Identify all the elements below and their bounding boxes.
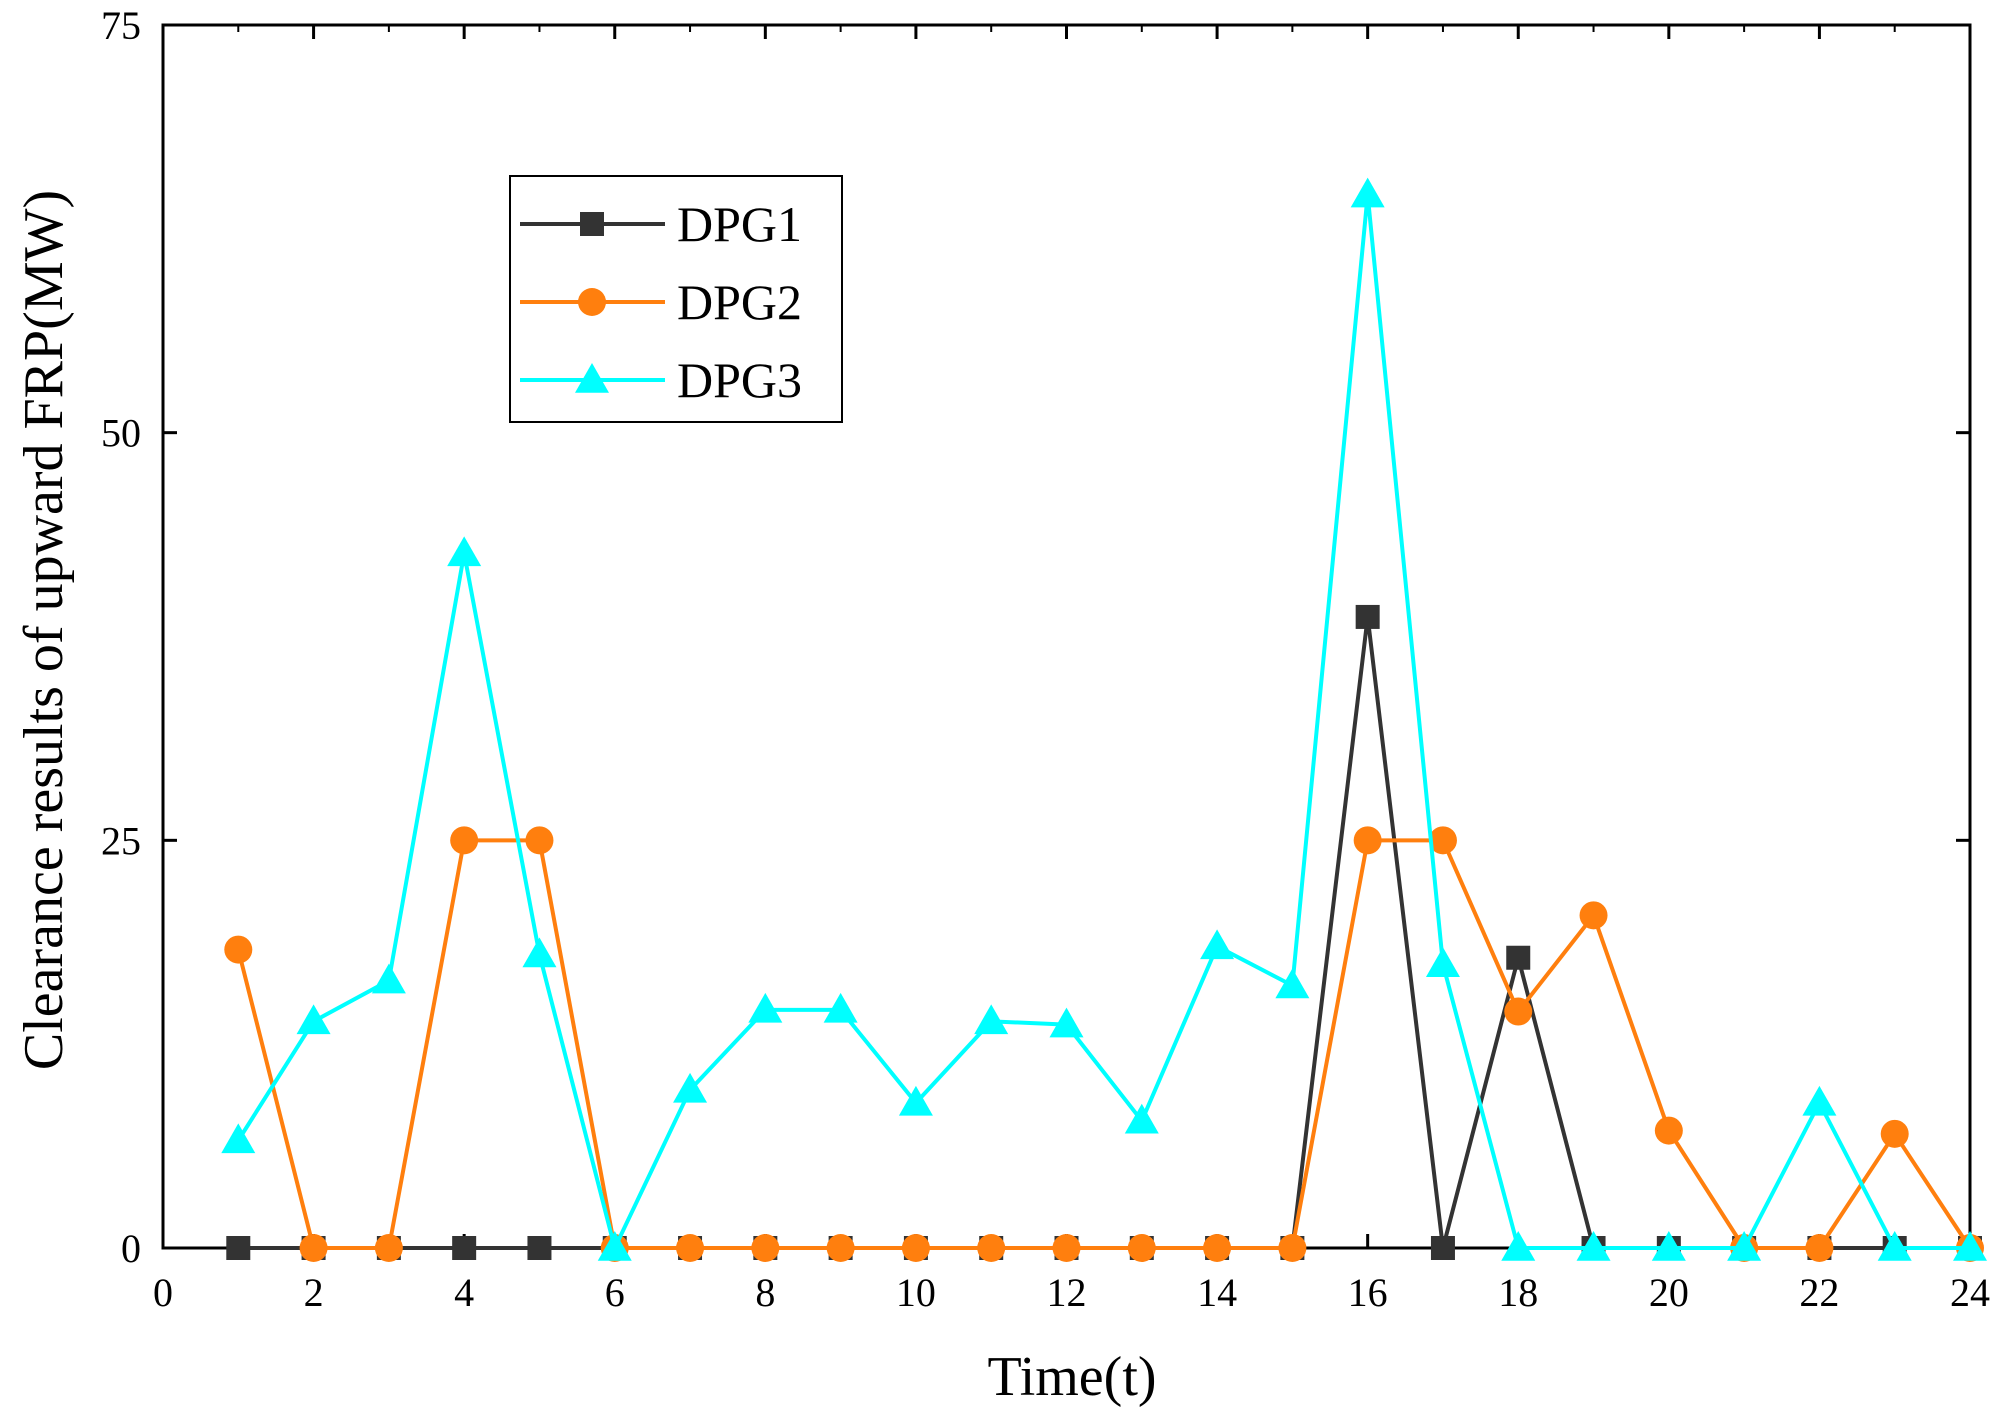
data-point-dpg3 (522, 937, 557, 968)
data-point-dpg3 (1576, 1231, 1611, 1261)
data-point-dpg3 (1275, 968, 1310, 999)
data-point-dpg3 (1802, 1085, 1837, 1116)
data-point-dpg2 (1127, 1234, 1156, 1262)
x-tick-label: 8 (755, 1270, 775, 1315)
data-point-dpg3 (221, 1123, 256, 1154)
y-axis-title: Clearance results of upward FRP(MW) (13, 190, 75, 1070)
data-point-dpg3 (898, 1085, 933, 1116)
legend-item-dpg1: DPG1 (520, 196, 802, 252)
legend: DPG1 DPG2 DPG3 (509, 175, 843, 423)
data-point-dpg3 (1877, 1231, 1912, 1261)
data-point-dpg2 (1579, 901, 1608, 930)
y-tick-label: 50 (101, 411, 141, 456)
data-point-dpg3 (748, 992, 783, 1023)
data-point-dpg3 (1953, 1231, 1987, 1261)
legend-marker (578, 288, 606, 316)
y-tick-label: 0 (121, 1226, 141, 1271)
legend-item-dpg2: DPG2 (520, 274, 802, 330)
data-point-dpg2 (450, 826, 479, 855)
data-point-dpg3 (1727, 1231, 1762, 1261)
series-dpg3 (221, 177, 1987, 1261)
data-point-dpg1 (1430, 1236, 1455, 1260)
x-axis-title: Time(t) (987, 1346, 1156, 1408)
data-point-dpg2 (224, 935, 253, 964)
series-dpg1 (226, 604, 1982, 1260)
data-point-dpg2 (374, 1234, 403, 1262)
data-point-dpg3 (371, 963, 406, 994)
series-line-dpg1 (238, 614, 1970, 1250)
plot-frame (161, 23, 1972, 1250)
series-line-dpg3 (236, 192, 1970, 1250)
plot-area (221, 177, 1987, 1262)
x-tick-label: 0 (153, 1270, 173, 1315)
data-point-dpg3 (1124, 1103, 1159, 1134)
x-tick-label: 22 (1799, 1270, 1839, 1315)
x-tick-label: 18 (1498, 1270, 1538, 1315)
data-point-dpg1 (1506, 945, 1531, 970)
legend-label: DPG2 (677, 274, 802, 330)
data-point-dpg2 (299, 1234, 328, 1262)
data-point-dpg2 (1504, 997, 1533, 1026)
data-point-dpg3 (673, 1072, 708, 1103)
data-point-dpg3 (597, 1231, 632, 1261)
data-point-dpg3 (823, 992, 858, 1023)
data-point-dpg2 (1203, 1234, 1232, 1262)
data-point-dpg2 (901, 1234, 930, 1262)
data-point-dpg2 (1353, 826, 1382, 855)
data-point-dpg2 (977, 1234, 1006, 1262)
axis-labels: Time(t) Clearance results of upward FRP(… (13, 190, 1157, 1408)
data-point-dpg2 (826, 1234, 855, 1262)
x-tick-label: 4 (454, 1270, 474, 1315)
series-line-dpg2 (236, 838, 1972, 1250)
x-tick-label: 14 (1197, 1270, 1237, 1315)
data-point-dpg3 (1350, 177, 1385, 208)
series-dpg2 (224, 826, 1984, 1262)
x-tick-label: 12 (1047, 1270, 1087, 1315)
data-point-dpg3 (1200, 929, 1235, 960)
legend-marker (580, 212, 604, 236)
data-point-dpg3 (1049, 1007, 1084, 1038)
data-point-dpg2 (1880, 1119, 1909, 1148)
x-tick-label: 6 (605, 1270, 625, 1315)
legend-marker (575, 363, 609, 393)
data-point-dpg1 (226, 1236, 251, 1260)
y-tick-label: 75 (101, 3, 141, 48)
data-point-dpg2 (1428, 826, 1457, 855)
data-point-dpg2 (1052, 1234, 1081, 1262)
data-point-dpg3 (1651, 1231, 1686, 1261)
data-point-dpg3 (296, 1004, 331, 1035)
legend-item-dpg3: DPG3 (520, 352, 802, 408)
data-point-dpg3 (974, 1004, 1009, 1035)
data-point-dpg3 (1425, 947, 1460, 978)
x-tick-label: 10 (896, 1270, 936, 1315)
x-tick-label: 2 (304, 1270, 324, 1315)
legend-label: DPG3 (677, 352, 802, 408)
y-tick-label: 25 (101, 818, 141, 863)
x-tick-label: 24 (1950, 1270, 1990, 1315)
data-point-dpg2 (751, 1234, 780, 1262)
data-point-dpg2 (1278, 1234, 1307, 1262)
data-point-dpg2 (1805, 1234, 1834, 1262)
data-point-dpg2 (676, 1234, 705, 1262)
x-tick-label: 20 (1649, 1270, 1689, 1315)
data-point-dpg2 (1654, 1116, 1683, 1145)
data-point-dpg3 (1501, 1231, 1536, 1261)
x-tick-label: 16 (1348, 1270, 1388, 1315)
data-point-dpg1 (527, 1236, 552, 1260)
data-point-dpg2 (525, 826, 554, 855)
data-point-dpg1 (452, 1236, 477, 1260)
legend-label: DPG1 (677, 196, 802, 252)
data-point-dpg1 (1355, 604, 1380, 629)
data-point-dpg3 (447, 536, 482, 567)
